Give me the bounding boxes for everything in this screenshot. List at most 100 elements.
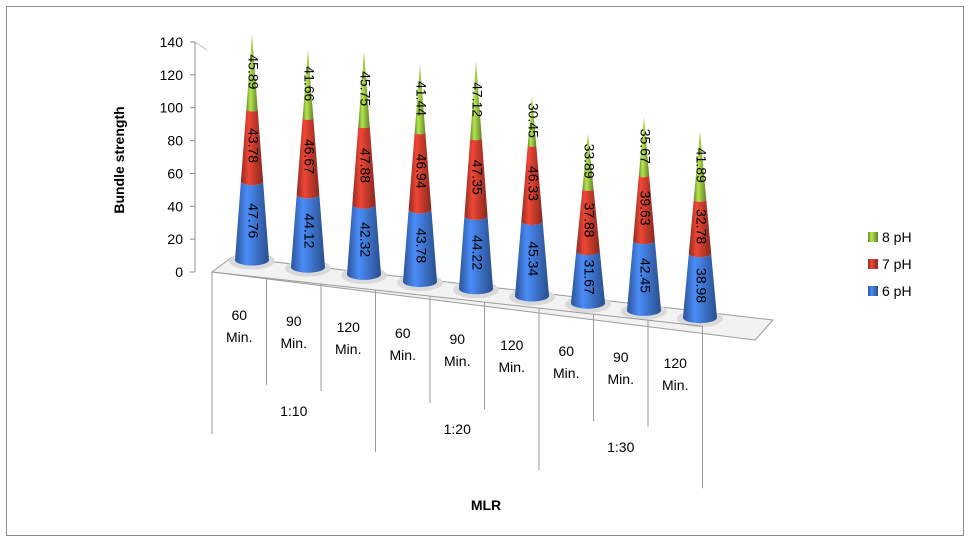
cone-8 [621, 116, 667, 320]
data-label: 44.12 [301, 213, 317, 248]
legend-item: 8 pH [868, 229, 912, 245]
cone-1 [229, 34, 275, 270]
data-label: 41.89 [693, 148, 709, 183]
cone-4 [397, 64, 443, 292]
category-label: 120 Min. [499, 337, 525, 375]
cone-segment-7-ph [576, 188, 600, 255]
data-label: 31.67 [581, 260, 597, 295]
legend-item: 7 pH [868, 256, 912, 272]
category-axis-layer: 60 Min.90 Min.120 Min.60 Min.90 Min.120 Min.60… [211, 271, 703, 489]
cone-segment-7-ph [464, 138, 488, 220]
cone-segment-8-ph [470, 60, 482, 141]
cone-segment-7-ph [240, 109, 264, 186]
data-label: 45.89 [245, 54, 261, 89]
cone-segment-8-ph [246, 34, 258, 112]
wall-edge [194, 41, 208, 51]
group-label: 1:10 [280, 403, 307, 419]
data-label: 42.32 [357, 222, 373, 257]
data-label: 45.34 [525, 241, 541, 276]
cone-segment-7-ph [633, 175, 655, 245]
data-label: 39.63 [637, 191, 653, 226]
legend-item: 6 pH [868, 283, 912, 299]
data-label: 46.33 [525, 166, 541, 201]
cone-segment-6-ph [571, 251, 605, 309]
cone-segment-6-ph [683, 253, 717, 324]
cone-segment-6-ph [459, 216, 493, 295]
cone-segment-6-ph [291, 194, 325, 273]
category-label: 120 Min. [335, 319, 361, 357]
data-label: 41.66 [301, 66, 317, 101]
cone-5 [453, 60, 499, 299]
category-label-line: Min. [281, 335, 307, 351]
data-label: 47.35 [469, 160, 485, 195]
data-label: 46.94 [413, 154, 429, 189]
category-label-line: 60 [395, 325, 411, 341]
cone-segment-6-ph [515, 221, 549, 302]
category-label-line: 120 [500, 337, 524, 353]
category-label-line: Min. [499, 359, 525, 375]
category-axis-top [211, 271, 703, 327]
category-label-line: 120 [337, 319, 361, 335]
x-axis-title: MLR [471, 497, 501, 513]
legend-swatch [868, 232, 878, 242]
category-label: 90 Min. [444, 331, 470, 369]
cone-segment-8-ph [582, 133, 594, 191]
legend-swatch [868, 286, 878, 296]
cone-segment-8-ph [527, 95, 537, 147]
y-tick-label: 60 [167, 165, 183, 181]
cone-3 [341, 51, 387, 284]
cone-6 [509, 95, 555, 306]
data-label: 47.12 [469, 82, 485, 117]
y-tick-label: 20 [167, 231, 183, 247]
value-labels-layer: 47.76 43.78 45.89 44.12 46.67 41.66 42.32 47.88… [245, 54, 709, 303]
legend-label: 7 pH [882, 256, 912, 272]
cone-segment-8-ph [302, 49, 314, 120]
cone-segment-6-ph [403, 209, 437, 288]
data-label: 42.45 [637, 258, 653, 293]
legend-swatch [868, 259, 878, 269]
cone-segment-7-ph [408, 132, 432, 214]
category-label: 90 Min. [608, 349, 634, 387]
cone-segment-8-ph [693, 130, 707, 202]
cone-segment-7-ph [352, 126, 376, 209]
cone-7 [565, 133, 611, 313]
category-label-line: Min. [444, 353, 470, 369]
group-label: 1:30 [607, 439, 634, 455]
data-label: 43.78 [245, 128, 261, 163]
category-label-line: 60 [231, 307, 247, 323]
cone-segment-6-ph [347, 204, 381, 280]
cone-segment-8-ph [358, 51, 370, 129]
cone-segment-7-ph [296, 118, 320, 199]
legend: 8 pH 7 pH 6 pH [868, 229, 912, 299]
legend-label: 6 pH [882, 283, 912, 299]
category-label: 90 Min. [281, 313, 307, 351]
data-label: 35.67 [637, 129, 653, 164]
cone-segment-7-ph [521, 145, 543, 225]
category-label-line: Min. [335, 341, 361, 357]
data-label: 30.45 [525, 103, 541, 138]
cone-9 [677, 130, 723, 328]
category-label: 120 Min. [662, 355, 688, 393]
data-label: 47.76 [245, 203, 261, 238]
y-tick-label: 100 [160, 100, 184, 116]
category-label: 60 Min. [553, 343, 579, 381]
legend-label: 8 pH [882, 229, 912, 245]
data-label: 41.44 [413, 81, 429, 116]
category-label-line: 90 [613, 349, 629, 365]
category-label-line: 60 [558, 343, 574, 359]
axes-layer: 0 20 40 60 80 100 120 140 [160, 34, 208, 280]
cones-layer [229, 34, 723, 328]
cone-segment-6-ph [235, 181, 269, 266]
data-label: 33.89 [581, 144, 597, 179]
y-axis-title: Bundle strength [111, 106, 127, 213]
y-tick-label: 0 [175, 264, 183, 280]
cone-segment-7-ph [688, 199, 712, 258]
category-label-line: Min. [226, 329, 252, 345]
category-label: 60 Min. [390, 325, 416, 363]
y-tick-label: 140 [160, 34, 184, 50]
category-label-line: Min. [662, 377, 688, 393]
category-label-line: 90 [286, 313, 302, 329]
cone-2 [285, 49, 331, 277]
y-tick-label: 80 [167, 133, 183, 149]
